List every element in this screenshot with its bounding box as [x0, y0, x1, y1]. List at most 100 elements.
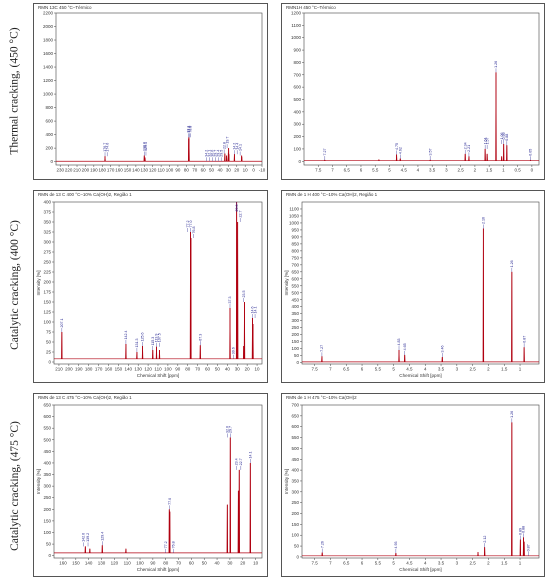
- peak-label: 22.7: [238, 211, 242, 218]
- x-tick-label: 1.5: [486, 168, 493, 173]
- x-tick-label: 3: [456, 367, 459, 372]
- peak-label: 29.7: [214, 150, 218, 157]
- x-tick-label: 40: [215, 561, 221, 566]
- x-tick-label: 200: [82, 168, 90, 173]
- y-tick-label: 100: [293, 146, 301, 151]
- x-tick-label: 160: [115, 168, 123, 173]
- y-tick-label: 25: [46, 350, 52, 355]
- y-tick-label: 200: [45, 146, 53, 151]
- peak-label: 0.88: [505, 134, 509, 141]
- peak-label: 0.88: [522, 526, 526, 533]
- x-tick-label: 6.5: [343, 367, 350, 372]
- y-tick-label: 550: [43, 426, 51, 431]
- y-tick-label: 1400: [43, 65, 54, 70]
- peak-label: 0.99: [502, 132, 506, 139]
- x-tick-label: 20: [245, 367, 251, 372]
- y-tick-label: 1000: [43, 92, 54, 97]
- y-tick-label: 600: [291, 276, 299, 281]
- y-tick-label: 325: [43, 230, 51, 235]
- x-axis-label: Chemical Shift [ppm]: [399, 373, 441, 378]
- y-tick-label: 1200: [291, 11, 302, 16]
- panel-catalytic-475-13c: RMN de 13 C 475 °C–10% Ca(OH)2, Região 1…: [33, 393, 268, 577]
- peak-label: 0.87: [522, 336, 526, 343]
- y-tick-label: 600: [293, 85, 301, 90]
- y-tick-label: 150: [43, 300, 51, 305]
- peak-label: 23.5: [242, 291, 246, 298]
- y-tick-label: 200: [293, 134, 301, 139]
- y-tick-label: 800: [293, 60, 301, 65]
- x-tick-label: 4.5: [401, 168, 408, 173]
- peak-label: 7.27: [320, 345, 324, 352]
- peak-label: 34.2: [205, 150, 209, 157]
- x-tick-label: 170: [95, 367, 103, 372]
- x-tick-label: 2.5: [470, 367, 477, 372]
- y-axis-label: Intensity [%]: [36, 469, 41, 494]
- x-tick-label: 50: [215, 367, 221, 372]
- x-tick-label: 5: [388, 168, 391, 173]
- x-tick-label: 180: [85, 367, 93, 372]
- peak-label: 139.2: [86, 533, 90, 542]
- x-tick-label: 30: [227, 561, 233, 566]
- x-tick-label: 50: [202, 561, 208, 566]
- y-tick-label: 250: [43, 495, 51, 500]
- x-tick-label: 40: [217, 168, 223, 173]
- x-tick-label: 170: [107, 168, 115, 173]
- x-tick-label: 5.5: [375, 561, 382, 566]
- peak-label: 4.62: [398, 147, 402, 154]
- x-tick-label: 10: [253, 561, 259, 566]
- x-tick-label: 20: [240, 561, 246, 566]
- y-tick-label: 850: [291, 241, 299, 246]
- panel-thermal-13c: RMN 13C 450 °C–Térmico 0 200 400 600 800 1000…: [33, 3, 268, 180]
- y-tick-label: 250: [291, 500, 299, 505]
- peak-label: 23.4: [235, 458, 239, 465]
- y-tick-label: 650: [291, 413, 299, 418]
- y-tick-label: 600: [291, 424, 299, 429]
- spectrum-trace: [56, 137, 262, 162]
- panel-catalytic-400-1h: RMN de 1 H 400 °C–10% Ca(OH)2, Região 1 …: [281, 190, 545, 383]
- peak-label: 14.1: [249, 451, 253, 458]
- panel-title: RMN de 13 C 400 °C–10% Ca(OH)2, Região 1: [38, 192, 132, 197]
- x-tick-label: 6.5: [343, 561, 350, 566]
- y-tick-label: 250: [291, 325, 299, 330]
- y-tick-label: 300: [43, 240, 51, 245]
- y-tick-label: 650: [43, 403, 51, 408]
- y-tick-label: 500: [291, 290, 299, 295]
- y-tick-label: 50: [46, 340, 52, 345]
- panel-catalytic-400-13c: RMN de 13 C 400 °C–10% Ca(OH)2, Região 1…: [33, 190, 268, 383]
- y-tick-label: 50: [46, 542, 52, 547]
- spectrum-trace: [54, 437, 262, 554]
- y-tick-label: 950: [291, 227, 299, 232]
- x-tick-label: 80: [184, 168, 190, 173]
- x-tick-label: 3.5: [438, 561, 445, 566]
- peak-label: 130.0: [142, 142, 146, 151]
- peak-label: 0.89: [519, 528, 523, 535]
- x-tick-label: 5.5: [375, 367, 382, 372]
- y-tick-label: 0: [50, 159, 53, 164]
- x-tick-label: 40: [225, 367, 231, 372]
- x-tick-label: 100: [164, 367, 172, 372]
- y-tick-label: 2000: [43, 24, 54, 29]
- peak-label: 14.6: [251, 307, 255, 314]
- y-tick-label: 0: [296, 360, 299, 365]
- x-axis-label: Chemical Shift [ppm]: [399, 567, 441, 572]
- y-tick-label: 300: [293, 122, 301, 127]
- y-tick-label: 0: [296, 554, 299, 559]
- y-tick-label: 0: [48, 553, 51, 558]
- peak-label: 4.75: [395, 143, 399, 150]
- y-tick-label: 2200: [43, 11, 54, 16]
- row-label-catalytic-400: Catalytic cracking, (400 °C): [0, 185, 30, 385]
- x-tick-label: 230: [56, 168, 64, 173]
- x-tick-label: -10: [259, 168, 266, 173]
- y-tick-label: 1000: [289, 220, 300, 225]
- y-tick-label: 200: [291, 332, 299, 337]
- panel-catalytic-475-1h: RMN de 1 H 475 °C–10% Ca(OH)2 0 50 100 150 2…: [281, 393, 545, 577]
- x-tick-label: 2.5: [458, 168, 465, 173]
- y-tick-label: 250: [43, 260, 51, 265]
- y-tick-label: 0: [48, 360, 51, 365]
- y-tick-label: 600: [45, 119, 53, 124]
- x-tick-label: 4.5: [406, 367, 413, 372]
- y-tick-label: 650: [291, 269, 299, 274]
- spectrum-trace: [302, 228, 539, 363]
- peak-label: 22.7: [239, 458, 243, 465]
- x-tick-label: 160: [105, 367, 113, 372]
